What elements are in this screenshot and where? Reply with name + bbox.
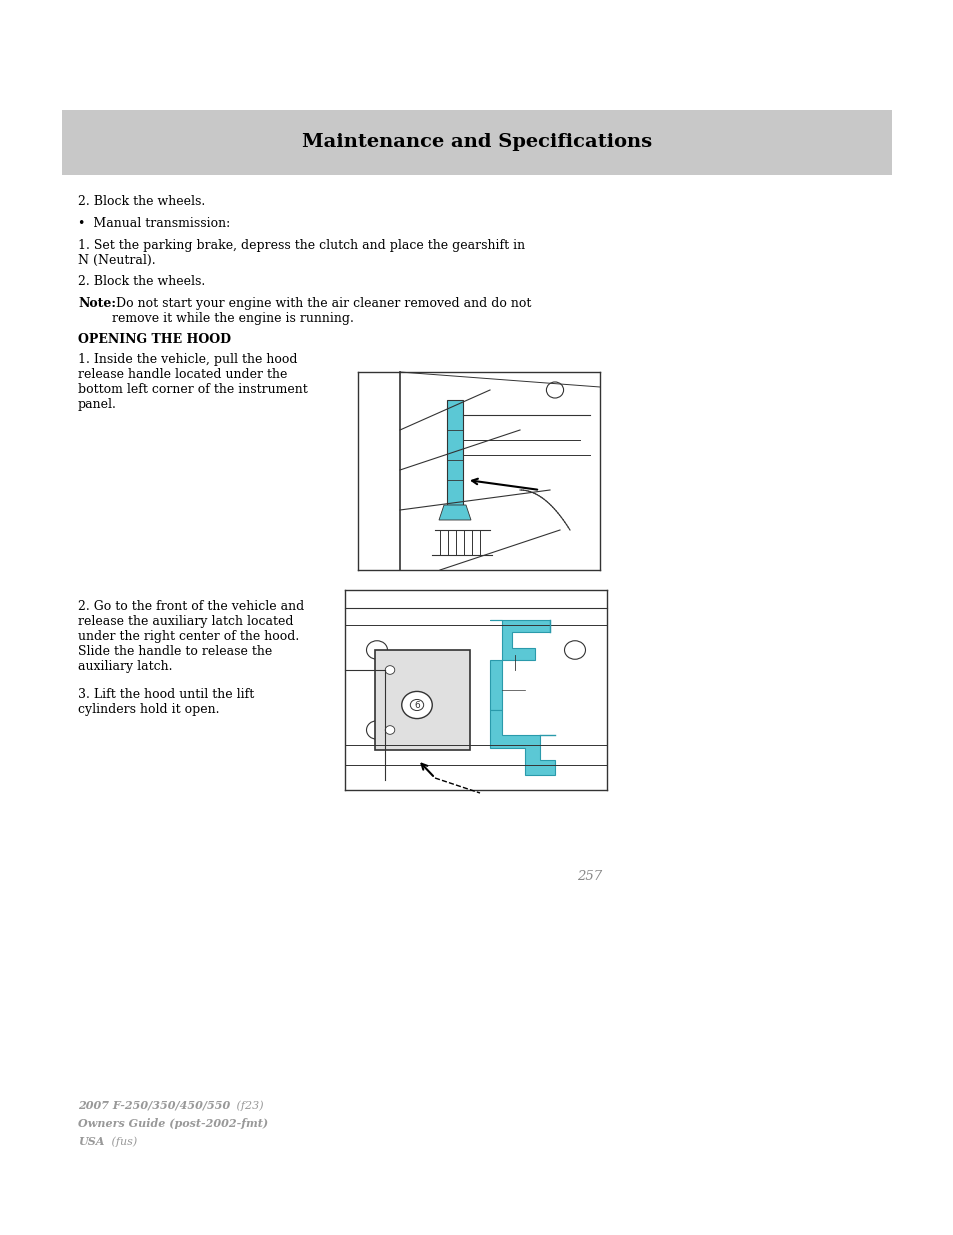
Text: Do not start your engine with the air cleaner removed and do not
remove it while: Do not start your engine with the air cl… [112, 296, 531, 325]
Text: USA: USA [78, 1136, 104, 1147]
Text: Maintenance and Specifications: Maintenance and Specifications [301, 133, 652, 151]
Text: 2. Block the wheels.: 2. Block the wheels. [78, 275, 205, 288]
Ellipse shape [366, 641, 387, 659]
Text: 3. Lift the hood until the lift
cylinders hold it open.: 3. Lift the hood until the lift cylinder… [78, 688, 254, 716]
Ellipse shape [546, 382, 563, 398]
Polygon shape [490, 659, 501, 710]
Ellipse shape [366, 721, 387, 740]
Ellipse shape [385, 666, 395, 674]
Bar [62, 110, 891, 175]
Text: 1. Inside the vehicle, pull the hood
release handle located under the
bottom lef: 1. Inside the vehicle, pull the hood rel… [78, 353, 308, 411]
Text: 1. Set the parking brake, depress the clutch and place the gearshift in
N (Neutr: 1. Set the parking brake, depress the cl… [78, 240, 524, 267]
Text: 2. Go to the front of the vehicle and
release the auxiliary latch located
under : 2. Go to the front of the vehicle and re… [78, 600, 304, 673]
Text: Owners Guide (post-2002-fmt): Owners Guide (post-2002-fmt) [78, 1118, 268, 1129]
Polygon shape [447, 400, 462, 505]
Text: •  Manual transmission:: • Manual transmission: [78, 217, 230, 230]
Text: 6: 6 [414, 700, 419, 709]
Text: (fus): (fus) [108, 1136, 137, 1146]
Polygon shape [438, 505, 471, 520]
Polygon shape [375, 650, 470, 750]
Ellipse shape [385, 726, 395, 735]
Text: 2. Block the wheels.: 2. Block the wheels. [78, 195, 205, 207]
Text: Note:: Note: [78, 296, 116, 310]
Text: OPENING THE HOOD: OPENING THE HOOD [78, 333, 231, 346]
Ellipse shape [401, 692, 432, 719]
Polygon shape [490, 710, 555, 776]
Polygon shape [490, 620, 550, 659]
Text: 257: 257 [577, 869, 602, 883]
Text: 2007 F-250/350/450/550: 2007 F-250/350/450/550 [78, 1100, 230, 1112]
Text: (f23): (f23) [233, 1100, 263, 1110]
Ellipse shape [564, 641, 585, 659]
